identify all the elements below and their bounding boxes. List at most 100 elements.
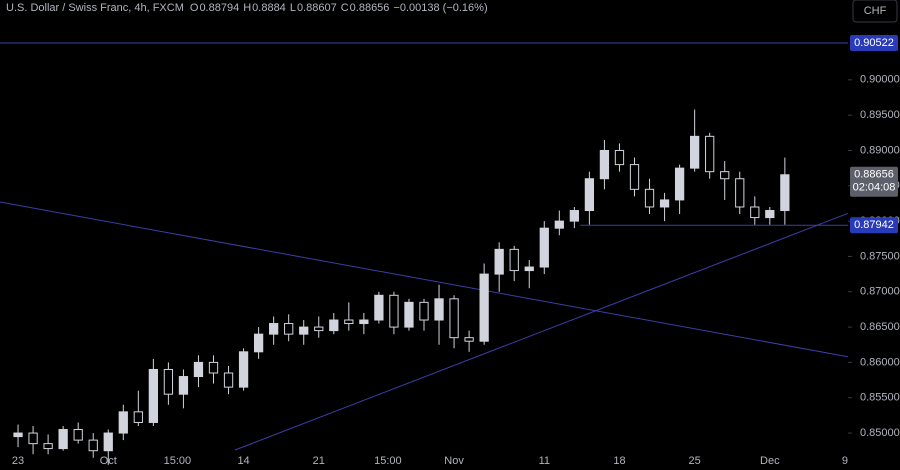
candle-body bbox=[479, 273, 489, 342]
candle-body bbox=[73, 429, 83, 441]
candle-body bbox=[539, 227, 549, 268]
candle-body bbox=[584, 178, 595, 212]
candle-body bbox=[344, 319, 354, 325]
candle-body bbox=[705, 135, 715, 173]
y-tick-label: 0.86500 bbox=[860, 321, 900, 333]
y-tick-label: 0.85500 bbox=[860, 392, 900, 404]
candle-body bbox=[28, 432, 38, 445]
ohlc-value: 0.8884 bbox=[252, 2, 286, 14]
level-label: 0.90522 bbox=[854, 37, 894, 49]
last-price-badge bbox=[850, 166, 898, 197]
y-tick-label: 0.89500 bbox=[860, 109, 900, 121]
candle-body bbox=[765, 210, 775, 219]
candle-body bbox=[43, 443, 53, 450]
candle-body bbox=[389, 294, 399, 328]
currency[interactable]: CHF bbox=[864, 5, 887, 17]
candle-body bbox=[629, 164, 640, 190]
candle-body bbox=[690, 135, 700, 169]
candle-body bbox=[569, 210, 579, 222]
candle-body bbox=[269, 323, 279, 335]
change: −0.00138 (−0.16%) bbox=[393, 2, 487, 14]
candle-body bbox=[524, 266, 534, 272]
candle-body bbox=[238, 351, 249, 388]
candle-body bbox=[58, 429, 68, 450]
level-badge-bg bbox=[850, 217, 898, 234]
price-axis: 0.85000 0.85500 0.86000 0.86500 0.87000 0.875… bbox=[12, 34, 900, 467]
x-tick-label: Nov bbox=[444, 455, 464, 467]
candle-body bbox=[88, 439, 98, 452]
countdown: 02:04:08 bbox=[853, 182, 896, 194]
candle-body bbox=[735, 178, 745, 208]
y-tick-label: 0.86000 bbox=[860, 356, 900, 368]
candle-body bbox=[674, 167, 685, 201]
candle-body bbox=[449, 298, 459, 339]
candle-body bbox=[614, 149, 625, 166]
y-tick-label: 0.89000 bbox=[860, 144, 900, 156]
chart-title: U.S. Dollar / Swiss Franc, 4h, FXCM bbox=[6, 2, 184, 14]
candle-body bbox=[314, 326, 324, 332]
candle-body bbox=[208, 361, 219, 374]
candle-body bbox=[148, 368, 158, 423]
y-tick-label: 0.85000 bbox=[860, 427, 900, 439]
plot-area bbox=[0, 42, 849, 465]
candle-body bbox=[434, 298, 444, 321]
candle-body bbox=[750, 206, 760, 219]
level-badge-bg bbox=[850, 34, 898, 51]
candle-body bbox=[509, 248, 519, 272]
x-tick-label: 15:00 bbox=[164, 455, 192, 467]
candle-body bbox=[223, 372, 234, 388]
candle-body bbox=[554, 220, 564, 229]
candle-body bbox=[464, 337, 474, 342]
y-tick-label: 0.90000 bbox=[860, 74, 900, 86]
candle-body bbox=[644, 188, 655, 208]
candle-body bbox=[118, 411, 128, 434]
x-tick-label: 23 bbox=[12, 455, 24, 467]
candle-body bbox=[659, 199, 670, 208]
candle-body bbox=[419, 301, 429, 321]
y-tick-label: 0.87000 bbox=[860, 286, 900, 298]
x-tick-label: 14 bbox=[237, 455, 249, 467]
x-tick-label: Dec bbox=[760, 455, 780, 467]
x-tick-label: 21 bbox=[313, 455, 325, 467]
ohlc-value: 0.88607 bbox=[297, 2, 337, 14]
candle-body bbox=[374, 294, 384, 321]
candle-body bbox=[359, 319, 369, 325]
x-tick-label: Oct bbox=[100, 455, 117, 467]
ohlc-label: H bbox=[243, 2, 251, 14]
candle-body bbox=[178, 376, 189, 395]
currency-button[interactable] bbox=[852, 0, 898, 23]
candle-body bbox=[780, 174, 790, 212]
x-tick-label: 11 bbox=[539, 455, 550, 467]
candle-body bbox=[494, 248, 504, 275]
candle-body bbox=[404, 301, 414, 328]
candle-body bbox=[720, 171, 730, 180]
x-tick-label: 18 bbox=[613, 455, 625, 467]
x-tick-label: 25 bbox=[689, 455, 701, 467]
header: U.S. Dollar / Swiss Franc, 4h, FXCM O 0.8… bbox=[6, 2, 488, 14]
x-tick-label: 9 bbox=[842, 455, 848, 467]
candle-body bbox=[299, 326, 309, 335]
candle-body bbox=[253, 333, 264, 353]
candle-body bbox=[163, 368, 174, 395]
candle-body bbox=[284, 323, 294, 335]
ohlc-label: O bbox=[190, 2, 199, 14]
last-price-label: 0.88656 bbox=[854, 169, 894, 181]
ohlc-label: L bbox=[290, 2, 296, 14]
candle-body bbox=[13, 432, 23, 438]
trendline bbox=[234, 212, 849, 451]
candle-body bbox=[329, 319, 339, 332]
candle-body bbox=[133, 411, 143, 423]
ohlc-value: 0.88656 bbox=[350, 2, 390, 14]
ohlc-label: C bbox=[341, 2, 349, 14]
y-tick-label: 0.87500 bbox=[860, 250, 900, 262]
candle-body bbox=[599, 149, 610, 180]
ohlc-value: 0.88794 bbox=[199, 2, 239, 14]
x-tick-label: 15:00 bbox=[374, 455, 402, 467]
candle-body bbox=[103, 432, 113, 452]
candle-body bbox=[193, 361, 204, 378]
level-label: 0.87942 bbox=[854, 219, 894, 231]
trendline bbox=[0, 201, 849, 358]
